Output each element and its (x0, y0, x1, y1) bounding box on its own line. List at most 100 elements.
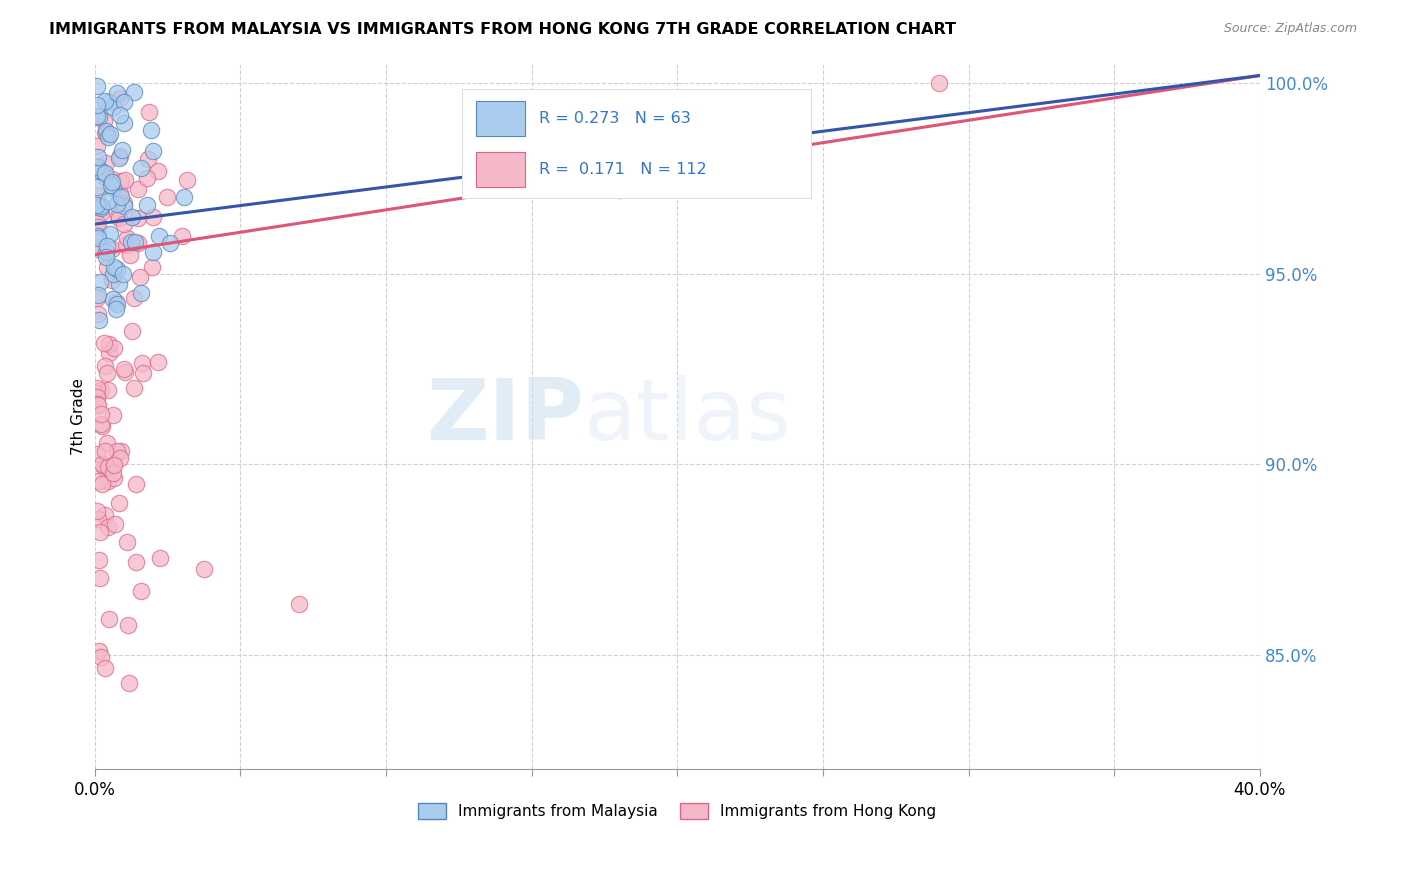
Point (105, 297, 128, 311)
Point (928, 76, 950, 90)
Point (86, 198, 108, 212)
Point (108, 149, 131, 163)
Point (117, 618, 139, 632)
Point (86, 390, 108, 404)
Point (124, 235, 146, 249)
Point (96, 239, 118, 253)
Point (115, 231, 138, 245)
Text: atlas: atlas (583, 376, 792, 458)
Point (94, 166, 117, 180)
Point (146, 354, 169, 368)
Point (176, 173, 198, 187)
Point (103, 458, 125, 472)
Point (118, 248, 141, 262)
Point (86, 386, 108, 401)
Point (112, 199, 135, 213)
Point (121, 210, 143, 224)
Point (100, 178, 122, 192)
Point (94, 359, 117, 374)
Point (97, 475, 120, 489)
Point (86, 381, 108, 395)
Text: ZIP: ZIP (426, 376, 583, 458)
Point (97, 130, 120, 145)
Point (101, 181, 124, 195)
Point (89, 571, 111, 585)
Point (114, 365, 136, 379)
Point (94, 170, 117, 185)
Point (87, 512, 110, 526)
Point (107, 211, 129, 226)
Point (93, 460, 115, 475)
Point (87, 151, 110, 165)
Point (100, 273, 122, 287)
Point (90, 164, 112, 178)
Point (125, 477, 148, 491)
Point (127, 211, 149, 226)
Point (97, 194, 120, 208)
Point (101, 267, 124, 281)
Point (287, 597, 309, 611)
Point (607, 183, 630, 197)
Point (115, 238, 138, 252)
Point (138, 104, 160, 119)
Point (108, 451, 131, 466)
Point (103, 341, 125, 355)
Point (112, 95, 135, 109)
Point (90, 201, 112, 215)
Point (122, 85, 145, 99)
Point (91, 477, 114, 491)
Point (127, 236, 149, 251)
Point (90, 417, 112, 431)
Point (100, 127, 122, 141)
Point (86, 139, 108, 153)
Point (87, 644, 110, 658)
Point (100, 242, 122, 256)
Legend: Immigrants from Malaysia, Immigrants from Hong Kong: Immigrants from Malaysia, Immigrants fro… (412, 797, 942, 825)
Point (105, 262, 128, 277)
Point (90, 205, 112, 219)
Point (108, 108, 131, 122)
Point (100, 227, 122, 242)
Point (115, 534, 138, 549)
Point (112, 217, 135, 231)
Point (101, 175, 124, 189)
Point (142, 145, 165, 159)
Point (89, 275, 111, 289)
Point (105, 294, 128, 309)
Point (114, 173, 136, 187)
Point (87, 474, 110, 488)
Point (98, 346, 121, 360)
Point (86, 98, 108, 112)
Point (105, 197, 128, 211)
Point (86, 447, 108, 461)
Point (107, 86, 129, 100)
Point (142, 210, 165, 224)
Point (94, 250, 117, 264)
Point (108, 91, 131, 105)
Point (87, 220, 110, 235)
Point (87, 288, 110, 302)
Point (94, 126, 117, 140)
Point (148, 228, 170, 243)
Point (97, 459, 120, 474)
Point (93, 94, 115, 108)
Point (156, 190, 179, 204)
Point (121, 325, 143, 339)
Point (96, 436, 118, 450)
Point (87, 111, 110, 125)
Point (149, 551, 172, 566)
Point (112, 195, 135, 210)
Point (105, 444, 128, 458)
Point (129, 161, 152, 175)
Point (90, 650, 112, 665)
Point (101, 292, 124, 306)
Point (131, 356, 153, 370)
Point (86, 397, 108, 411)
Point (112, 362, 135, 376)
Point (96, 366, 118, 380)
Point (86, 110, 108, 124)
Point (159, 236, 181, 251)
Point (141, 122, 163, 136)
Point (87, 313, 110, 327)
Point (122, 381, 145, 395)
